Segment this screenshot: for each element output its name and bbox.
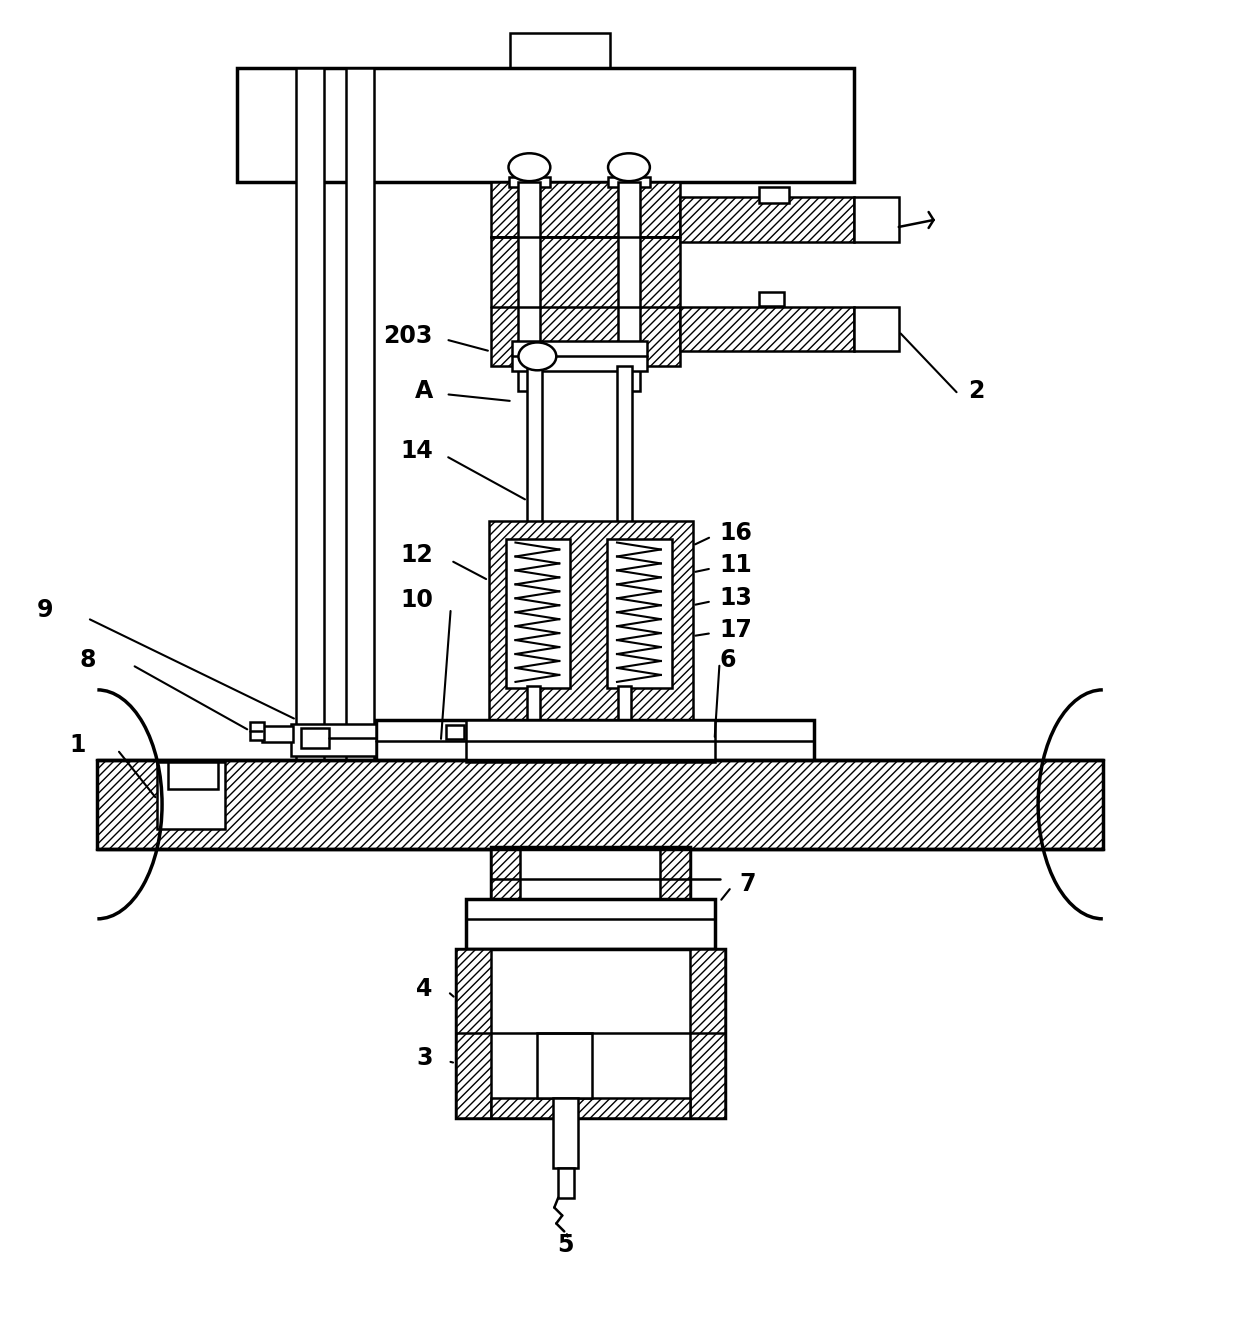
- Text: 8: 8: [79, 648, 95, 672]
- Bar: [157, 762, 224, 829]
- Text: 9: 9: [36, 598, 53, 622]
- Bar: [618, 182, 640, 391]
- Bar: [296, 67, 325, 834]
- Bar: [237, 67, 854, 182]
- Bar: [759, 292, 784, 306]
- Bar: [446, 725, 464, 739]
- Text: 7: 7: [739, 873, 756, 896]
- Bar: [291, 723, 376, 755]
- Bar: [456, 949, 724, 1118]
- Bar: [512, 342, 647, 371]
- Text: 1: 1: [69, 733, 86, 756]
- Bar: [608, 539, 672, 688]
- Text: 2: 2: [968, 379, 985, 403]
- Bar: [680, 306, 854, 351]
- Text: A: A: [414, 379, 433, 403]
- Bar: [618, 686, 631, 746]
- Bar: [506, 539, 570, 688]
- Bar: [466, 719, 714, 762]
- Bar: [262, 726, 294, 742]
- Bar: [466, 899, 714, 949]
- Bar: [759, 187, 789, 203]
- Bar: [680, 197, 854, 242]
- Bar: [511, 33, 610, 67]
- Text: 3: 3: [417, 1047, 433, 1071]
- Bar: [689, 949, 724, 1118]
- Text: 17: 17: [719, 618, 753, 642]
- Text: 13: 13: [719, 586, 753, 610]
- Bar: [98, 759, 1102, 849]
- Ellipse shape: [518, 342, 557, 371]
- Bar: [491, 847, 521, 902]
- Bar: [376, 719, 815, 762]
- Bar: [854, 306, 899, 351]
- Bar: [456, 949, 491, 1118]
- Bar: [553, 1098, 578, 1168]
- Text: 14: 14: [401, 440, 433, 463]
- Bar: [518, 182, 541, 391]
- Bar: [508, 177, 551, 187]
- Bar: [618, 367, 632, 635]
- Text: 5: 5: [557, 1233, 573, 1258]
- Bar: [527, 367, 542, 635]
- Bar: [169, 762, 218, 789]
- Text: 12: 12: [401, 544, 433, 568]
- Text: 11: 11: [719, 553, 753, 577]
- Bar: [491, 1098, 689, 1118]
- Bar: [558, 1168, 574, 1197]
- Bar: [491, 847, 689, 902]
- Bar: [491, 236, 680, 367]
- Ellipse shape: [608, 153, 650, 181]
- Ellipse shape: [508, 153, 551, 181]
- Bar: [608, 177, 650, 187]
- Bar: [301, 727, 330, 747]
- Text: 203: 203: [383, 325, 433, 348]
- Text: 4: 4: [417, 977, 433, 1001]
- Bar: [660, 847, 689, 902]
- Bar: [854, 197, 899, 242]
- Bar: [346, 67, 374, 834]
- Bar: [489, 520, 693, 719]
- Text: 10: 10: [401, 589, 433, 612]
- Text: 16: 16: [719, 520, 753, 545]
- Bar: [491, 182, 680, 236]
- Text: 6: 6: [719, 648, 737, 672]
- Bar: [537, 1034, 593, 1098]
- Bar: [527, 686, 541, 746]
- Bar: [249, 722, 264, 739]
